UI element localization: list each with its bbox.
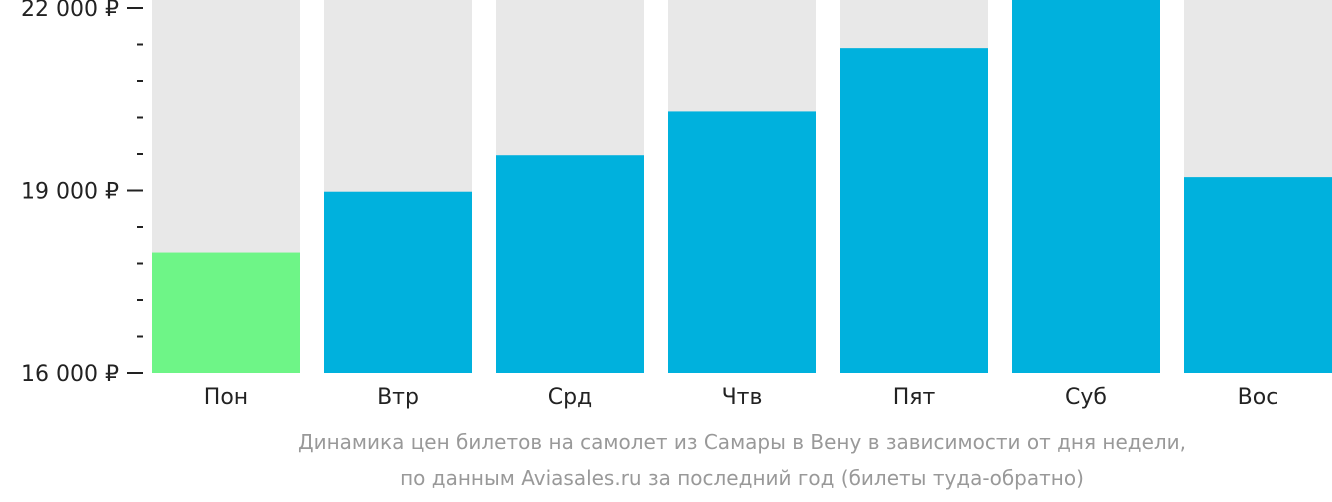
bar-4	[840, 48, 988, 374]
y-tick-label-1: 19 000 ₽	[21, 180, 119, 205]
chart-caption-line-2: по данным Aviasales.ru за последний год …	[400, 466, 1084, 490]
y-tick-label-2: 22 000 ₽	[21, 0, 119, 22]
x-tick-label-3: Чтв	[722, 385, 763, 410]
bar-5	[1012, 0, 1160, 373]
price-bar-chart: Пон Втр Срд Чтв Пят Суб Вос 16 000 ₽ 19 000 ₽ 22 …	[21, 0, 1332, 410]
bar-6	[1184, 177, 1332, 373]
x-tick-label-6: Вос	[1238, 385, 1279, 410]
x-tick-label-0: Пон	[204, 385, 248, 410]
bar-3	[668, 111, 816, 374]
x-tick-label-1: Втр	[377, 385, 419, 410]
y-tick-label-0: 16 000 ₽	[21, 362, 119, 387]
bar-2	[496, 155, 644, 373]
x-tick-label-4: Пят	[893, 385, 936, 410]
x-tick-label-2: Срд	[548, 385, 593, 410]
bar-1	[324, 191, 472, 373]
chart-caption-line-1: Динамика цен билетов на самолет из Самар…	[297, 430, 1187, 454]
x-tick-label-5: Суб	[1065, 385, 1107, 410]
bar-0	[152, 252, 300, 373]
